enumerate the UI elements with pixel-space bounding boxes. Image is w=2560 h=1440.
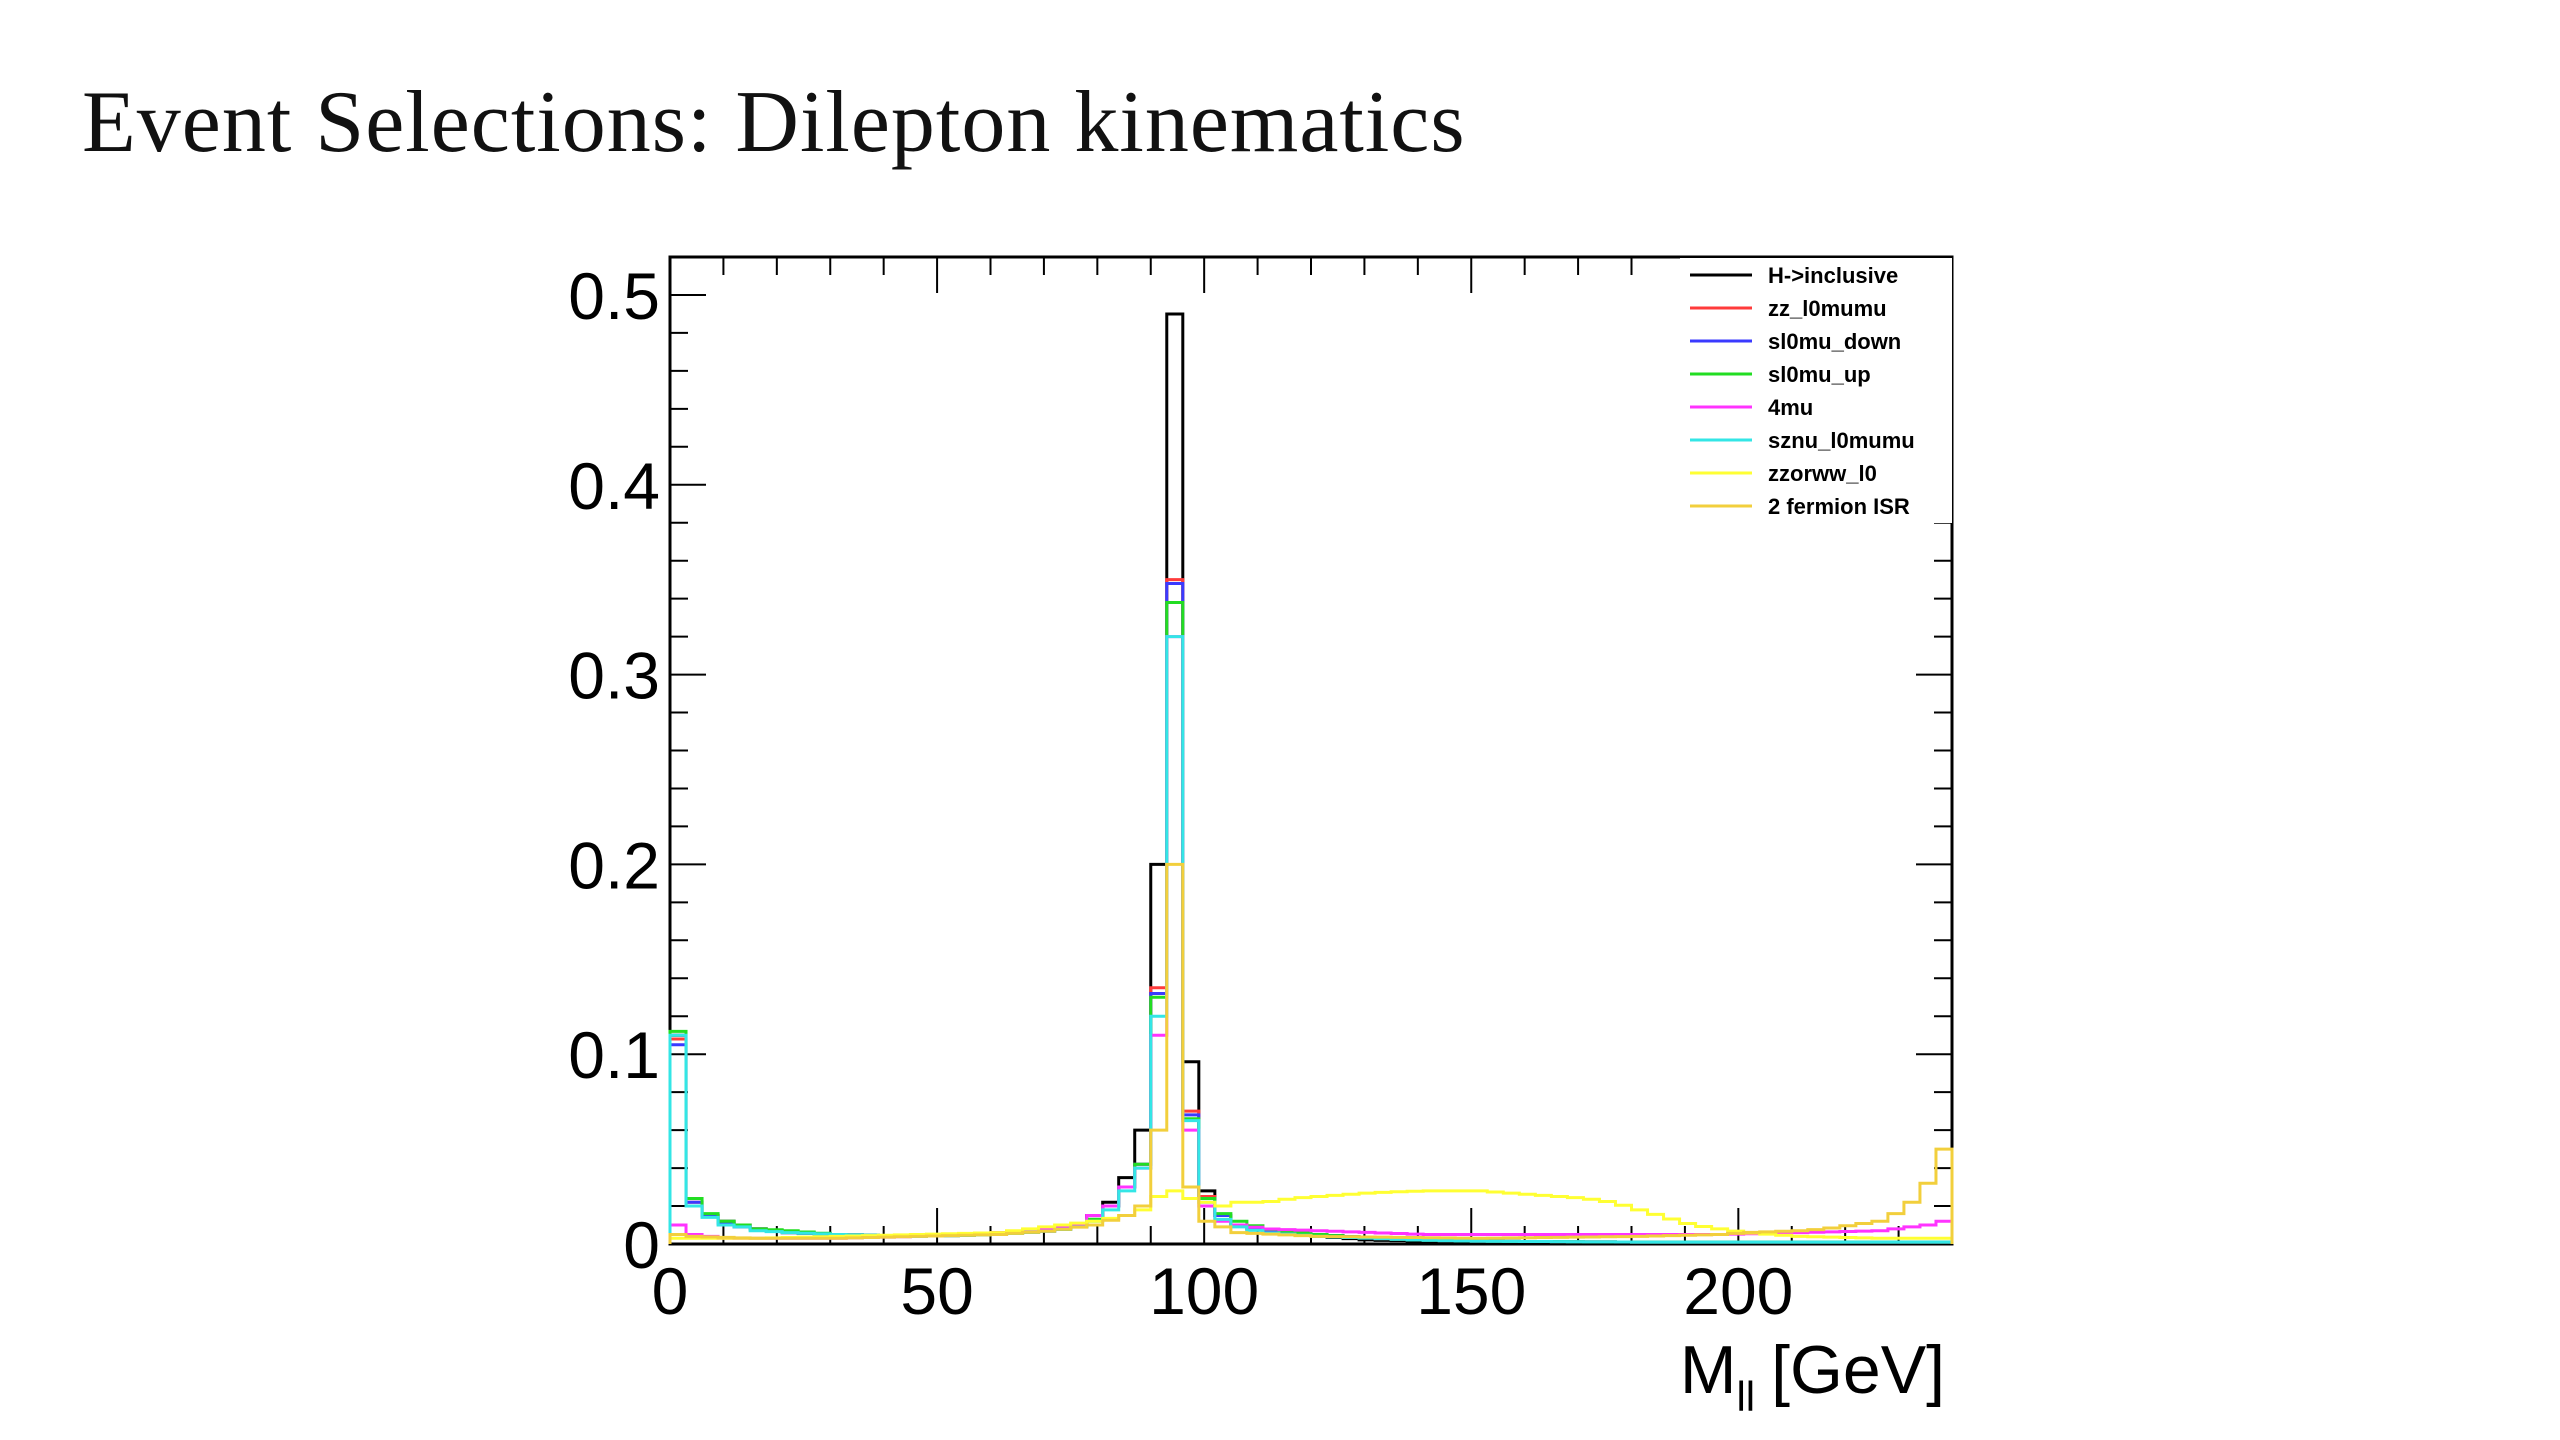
x-tick-label: 200 bbox=[1683, 1254, 1793, 1328]
x-axis-label: Mll [GeV] bbox=[1680, 1332, 1945, 1420]
x-tick-label: 0 bbox=[652, 1254, 689, 1328]
series-line-5 bbox=[668, 635, 1954, 1244]
series-line-3 bbox=[668, 600, 1954, 1244]
legend-label: sznu_l0mumu bbox=[1768, 428, 1915, 453]
series-line-6 bbox=[668, 1189, 1954, 1244]
y-tick-label: 0.4 bbox=[568, 449, 660, 523]
legend-label: H->inclusive bbox=[1768, 263, 1898, 288]
y-tick-label: 0.5 bbox=[568, 259, 660, 333]
legend-label: 2 fermion ISR bbox=[1768, 494, 1910, 519]
series-line-7 bbox=[668, 862, 1954, 1244]
x-axis-label-main: M bbox=[1680, 1332, 1737, 1408]
legend-label: sl0mu_down bbox=[1768, 329, 1901, 354]
series-line-1 bbox=[668, 578, 1954, 1244]
y-tick-label: 0.1 bbox=[568, 1018, 660, 1092]
y-tick-label: 0 bbox=[623, 1208, 660, 1282]
series-line-2 bbox=[668, 581, 1954, 1244]
series-layer bbox=[668, 312, 1954, 1244]
x-tick-label: 100 bbox=[1149, 1254, 1259, 1328]
legend-label: zzorww_l0 bbox=[1768, 461, 1877, 486]
x-axis-label-sub: ll bbox=[1736, 1373, 1755, 1420]
x-axis-label-unit: [GeV] bbox=[1771, 1332, 1945, 1408]
y-tick-label: 0.3 bbox=[568, 639, 660, 713]
legend-label: sl0mu_up bbox=[1768, 362, 1871, 387]
legend-label: 4mu bbox=[1768, 395, 1813, 420]
y-tick-label: 0.2 bbox=[568, 828, 660, 902]
tick-labels: 0 50 100 150 200 0 0.1 0.2 0.3 0.4 0.5 bbox=[568, 259, 1793, 1328]
x-tick-label: 50 bbox=[900, 1254, 973, 1328]
legend-label: zz_l0mumu bbox=[1768, 296, 1887, 321]
legend-box bbox=[1680, 258, 1952, 523]
legend: H->inclusive zz_l0mumu sl0mu_down sl0mu_up 4… bbox=[1680, 258, 1952, 523]
x-tick-label: 150 bbox=[1416, 1254, 1526, 1328]
series-line-4 bbox=[668, 635, 1954, 1244]
slide-title: Event Selections: Dilepton kinematics bbox=[82, 74, 1466, 171]
